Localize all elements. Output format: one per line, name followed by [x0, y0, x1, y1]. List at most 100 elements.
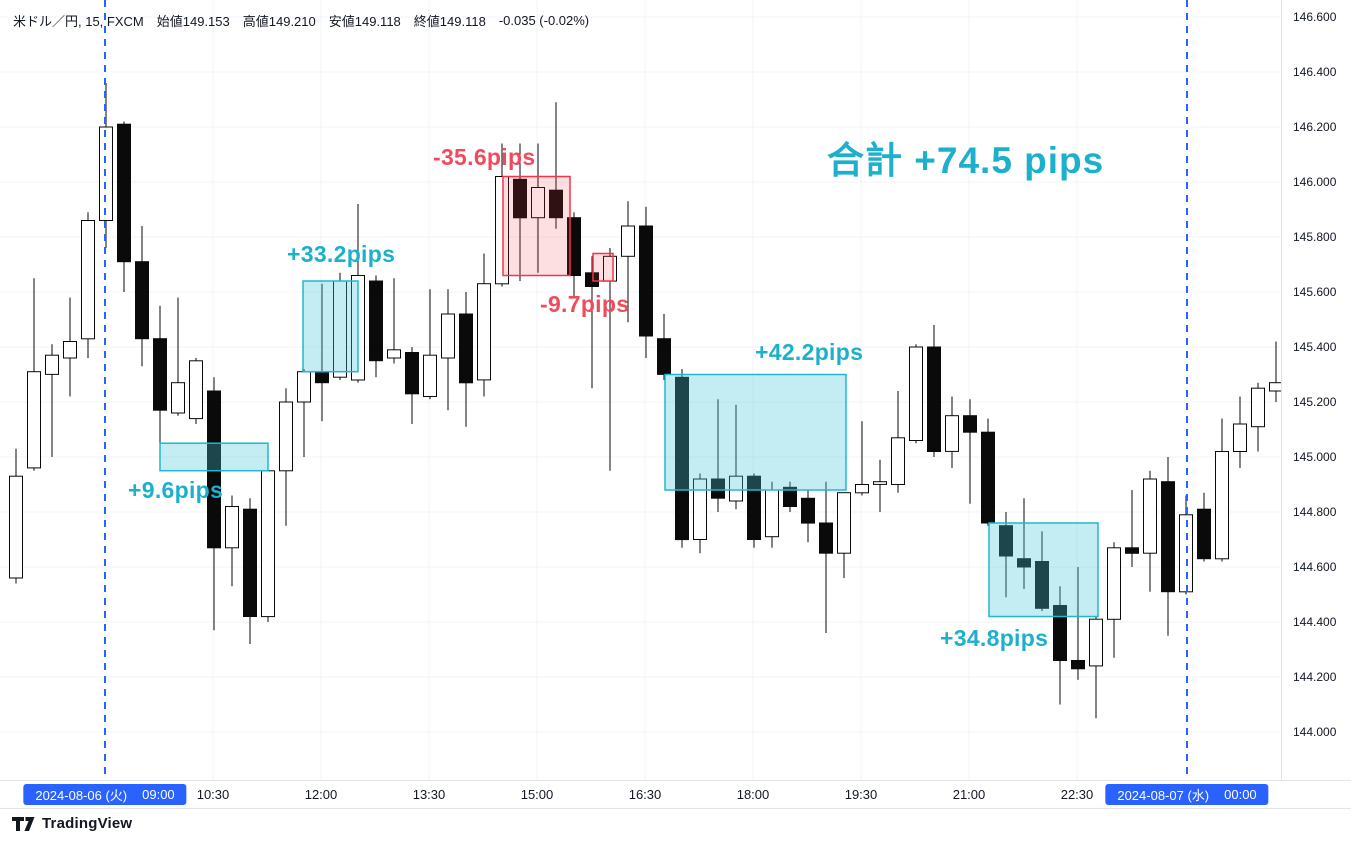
bull-candle-body	[27, 371, 41, 469]
bull-candle-body	[63, 341, 77, 359]
legend-value: 終値149.118	[413, 14, 486, 29]
badge-date: 2024-08-07 (水)	[1117, 788, 1210, 803]
bear-candle-body	[747, 475, 761, 541]
bull-candle-body	[279, 401, 293, 472]
legend-value: 高値149.210	[242, 14, 316, 29]
time-tick-label: 13:30	[412, 787, 446, 802]
bear-candle-body	[459, 313, 473, 384]
bear-candle-body	[207, 390, 221, 549]
tradingview-logo[interactable]: TradingView	[12, 815, 132, 832]
price-tick-label: 146.600	[1293, 10, 1337, 24]
bull-candle-body	[1251, 387, 1265, 428]
time-axis[interactable]: 10:30 12:00 13:30 15:00 16:30 18:00 19:30 21:00…	[0, 780, 1351, 809]
bear-candle-body	[963, 415, 977, 433]
bear-candle-body	[153, 338, 167, 411]
tradingview-brand-text: TradingView	[42, 815, 133, 832]
bear-candle-body	[1197, 508, 1211, 560]
bear-candle-body	[549, 189, 563, 219]
legend-value: 始値149.153	[156, 14, 230, 29]
bull-candle-body	[225, 506, 239, 549]
price-tick-label: 145.400	[1293, 340, 1337, 354]
bull-candle-body	[423, 354, 437, 398]
bull-candle-body	[621, 225, 635, 257]
bear-candle-body	[585, 272, 599, 287]
bull-candle-body	[765, 489, 779, 538]
badge-time: 09:00	[142, 787, 175, 802]
time-tick-label: 12:00	[304, 787, 338, 802]
bull-candle-body	[1143, 478, 1157, 554]
gain-zone-rect[interactable]	[988, 522, 1099, 618]
bull-candle-body	[81, 220, 95, 340]
bear-candle-body	[1161, 481, 1175, 593]
gain-zone-rect[interactable]	[159, 442, 269, 472]
bear-candle-body	[135, 261, 149, 340]
bull-candle-body	[891, 437, 905, 485]
symbol-legend[interactable]: 米ドル／円, 15, FXCM 始値149.153 高値149.210 安値149.…	[13, 11, 589, 30]
gain-zone-rect[interactable]	[302, 280, 359, 373]
bear-candle-body	[819, 522, 833, 554]
bull-candle-body	[477, 283, 491, 381]
price-tick-label: 144.600	[1293, 560, 1337, 574]
bear-candle-body	[711, 478, 725, 499]
legend-value: -0.035 (-0.02%)	[498, 13, 590, 28]
symbol-title: 米ドル／円, 15, FXCM	[13, 14, 144, 29]
bull-candle-body	[297, 371, 311, 403]
legend-value: 安値149.118	[328, 14, 401, 29]
bull-candle-body	[171, 382, 185, 414]
price-tick-label: 146.200	[1293, 120, 1337, 134]
price-tick-label: 144.000	[1293, 725, 1337, 739]
bull-candle-body	[873, 481, 887, 485]
bull-candle-body	[189, 360, 203, 420]
price-tick-label: 145.600	[1293, 285, 1337, 299]
price-axis[interactable]: 146.600 146.400 146.200 146.000 145.800 145.6…	[1281, 0, 1351, 780]
bear-candle-body	[801, 497, 815, 524]
bear-candle-body	[243, 508, 257, 618]
time-tick-label: 21:00	[952, 787, 986, 802]
bear-candle-body	[315, 371, 329, 384]
bear-candle-body	[1053, 605, 1067, 661]
price-tick-label: 145.800	[1293, 230, 1337, 244]
bear-candle-body	[369, 280, 383, 362]
price-tick-label: 146.400	[1293, 65, 1337, 79]
gain-zone-rect[interactable]	[664, 373, 847, 491]
bull-candle-body	[729, 475, 743, 502]
bear-candle-body	[1071, 660, 1085, 670]
loss-zone-rect[interactable]	[592, 252, 614, 282]
bull-candle-body	[693, 478, 707, 540]
price-tick-label: 144.400	[1293, 615, 1337, 629]
bear-candle-body	[783, 486, 797, 507]
bull-candle-body	[9, 475, 23, 579]
bear-candle-body	[675, 376, 689, 541]
bull-candle-body	[387, 349, 401, 359]
loss-zone-rect[interactable]	[502, 175, 571, 277]
tradingview-mark-icon	[12, 816, 35, 831]
time-tick-label: 19:30	[844, 787, 878, 802]
time-tick-label: 18:00	[736, 787, 770, 802]
bear-candle-body	[999, 525, 1013, 557]
badge-time: 00:00	[1224, 787, 1257, 802]
price-tick-label: 144.200	[1293, 670, 1337, 684]
time-tick-label: 16:30	[628, 787, 662, 802]
bear-candle-body	[1035, 561, 1049, 609]
time-tick-label: 15:00	[520, 787, 554, 802]
bull-candle-body	[945, 415, 959, 452]
bear-candle-body	[405, 352, 419, 395]
price-tick-label: 145.200	[1293, 395, 1337, 409]
bull-candle-body	[909, 346, 923, 441]
price-tick-label: 144.800	[1293, 505, 1337, 519]
time-tick-label: 10:30	[196, 787, 230, 802]
bull-candle-body	[837, 492, 851, 554]
price-tick-label: 146.000	[1293, 175, 1337, 189]
bull-candle-body	[261, 470, 275, 618]
bear-candle-body	[927, 346, 941, 452]
bull-candle-body	[495, 176, 509, 285]
bear-candle-body	[117, 123, 131, 263]
bull-candle-body	[441, 313, 455, 359]
bear-candle-body	[1125, 547, 1139, 554]
bull-candle-body	[531, 187, 545, 219]
badge-date: 2024-08-06 (火)	[35, 788, 128, 803]
bull-candle-body	[855, 484, 869, 494]
bull-candle-body	[1233, 423, 1247, 452]
bear-candle-body	[639, 225, 653, 337]
